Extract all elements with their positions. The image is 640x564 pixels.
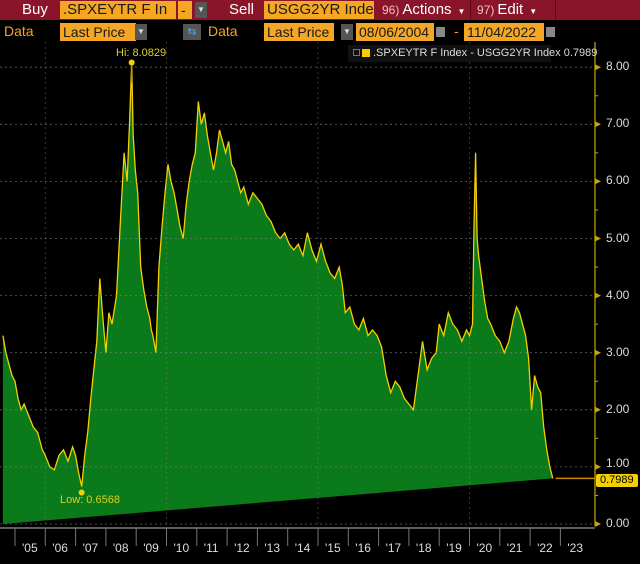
- edit-menu-label: Edit: [497, 1, 524, 18]
- y-tick-label: 5.00: [606, 230, 630, 245]
- buy-security-field[interactable]: .SPXEYTR F In: [60, 1, 176, 19]
- data-label-2: Data: [208, 23, 238, 39]
- field-select-2[interactable]: Last Price: [264, 23, 334, 41]
- x-tick-label: '15: [325, 541, 341, 555]
- x-tick-label: '10: [173, 541, 190, 555]
- operator-dropdown-icon[interactable]: ▼: [195, 2, 207, 18]
- x-tick-label: '18: [415, 541, 432, 555]
- field-select-1[interactable]: Last Price: [60, 23, 136, 41]
- y-tick-label: 4.00: [606, 287, 630, 302]
- x-tick-label: '16: [355, 541, 371, 555]
- end-date-field[interactable]: 11/04/2022: [464, 23, 544, 41]
- last-value-badge: 0.7989: [596, 474, 638, 487]
- swap-arrows-icon[interactable]: ⇆: [183, 24, 201, 40]
- operator-field[interactable]: -: [178, 1, 192, 19]
- edit-menu-number: 97): [477, 3, 495, 17]
- y-tick-label: 3.00: [606, 344, 630, 359]
- x-tick-label: '06: [52, 541, 68, 555]
- sell-label: Sell: [229, 1, 255, 18]
- menu-divider: [555, 0, 556, 20]
- x-tick-label: '13: [264, 541, 281, 555]
- data-settings-bar: Data Last Price ▼ ⇆ Data Last Price ▼ 08…: [0, 20, 640, 42]
- start-date-field[interactable]: 08/06/2004: [356, 23, 434, 41]
- x-tick-label: '08: [112, 541, 129, 555]
- calendar-icon[interactable]: [546, 27, 555, 37]
- menu-divider: [470, 0, 471, 20]
- x-tick-label: '05: [22, 541, 38, 555]
- x-tick-label: '21: [506, 541, 523, 555]
- y-tick-label: 8.00: [606, 59, 630, 74]
- y-tick-label: 6.00: [606, 173, 630, 188]
- sell-security-field[interactable]: USGG2YR Inde: [264, 1, 374, 19]
- top-command-bar: Buy .SPXEYTR F In - ▼ Sell USGG2YR Inde …: [0, 0, 640, 20]
- x-tick-label: '09: [143, 541, 159, 555]
- edit-menu[interactable]: 97) Edit ▼: [477, 0, 537, 22]
- actions-menu-label: Actions: [402, 1, 452, 18]
- x-tick-label: '23: [567, 541, 584, 555]
- x-tick-label: '11: [203, 541, 219, 555]
- high-annotation: Hi: 8.0829: [116, 47, 167, 59]
- legend-text: .SPXEYTR F Index - USGG2YR Index 0.7989: [373, 47, 598, 59]
- field-dropdown-icon-2[interactable]: ▼: [341, 24, 353, 40]
- x-tick-label: '20: [476, 541, 493, 555]
- calendar-icon[interactable]: [436, 27, 445, 37]
- y-tick-label: 2.00: [606, 401, 630, 416]
- spread-area-chart[interactable]: [0, 42, 640, 564]
- y-tick-label: 7.00: [606, 116, 630, 131]
- data-label-1: Data: [4, 23, 34, 39]
- chart-legend[interactable]: .SPXEYTR F Index - USGG2YR Index 0.7989: [348, 45, 597, 62]
- x-tick-label: '17: [385, 541, 402, 555]
- x-tick-label: '19: [446, 541, 462, 555]
- low-annotation: Low: 0.6568: [60, 494, 120, 506]
- legend-toggle-icon[interactable]: [353, 48, 360, 56]
- date-range-dash: -: [454, 23, 459, 39]
- x-tick-label: '22: [537, 541, 553, 555]
- x-tick-label: '07: [82, 541, 99, 555]
- y-tick-label: 0.00: [606, 516, 630, 530]
- x-tick-label: '14: [294, 541, 311, 555]
- chevron-down-icon: ▼: [529, 7, 538, 16]
- actions-menu[interactable]: 96) Actions ▼: [382, 0, 465, 22]
- buy-label: Buy: [22, 1, 48, 18]
- y-tick-label: 1.00: [606, 455, 630, 470]
- legend-swatch-icon: [362, 48, 370, 57]
- x-tick-label: '12: [234, 541, 250, 555]
- chevron-down-icon: ▼: [457, 7, 466, 16]
- actions-menu-number: 96): [382, 3, 400, 17]
- field-dropdown-icon-1[interactable]: ▼: [135, 24, 147, 40]
